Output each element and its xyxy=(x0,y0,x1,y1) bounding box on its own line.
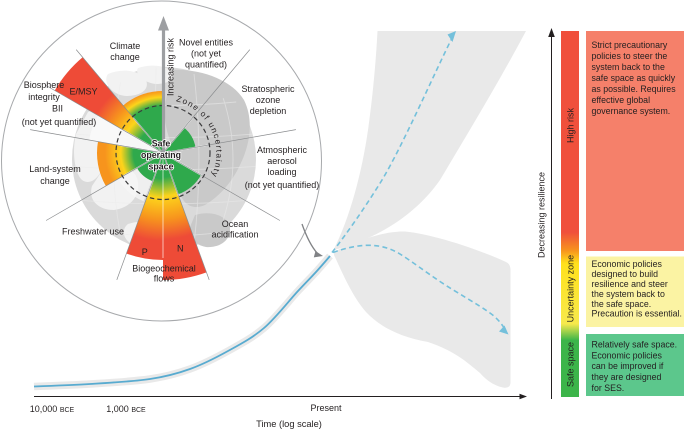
svg-text:system back to the: system back to the xyxy=(592,62,665,72)
svg-text:10,000 BCE: 10,000 BCE xyxy=(30,404,75,414)
svg-text:can be improved if: can be improved if xyxy=(592,361,664,371)
svg-text:Precaution is essential.: Precaution is essential. xyxy=(592,309,682,319)
svg-text:Climate: Climate xyxy=(110,41,141,51)
svg-text:ozone: ozone xyxy=(256,95,281,105)
svg-text:Decreasing resilience: Decreasing resilience xyxy=(537,172,547,258)
svg-text:Increasing risk: Increasing risk xyxy=(166,37,176,96)
svg-text:Economic policies: Economic policies xyxy=(592,259,663,269)
svg-text:BII: BII xyxy=(52,104,63,114)
svg-text:P: P xyxy=(142,247,148,257)
svg-text:for SES.: for SES. xyxy=(592,383,625,393)
svg-text:they are designed: they are designed xyxy=(592,372,662,382)
svg-text:acidification: acidification xyxy=(211,230,258,240)
svg-text:Safe: Safe xyxy=(152,139,171,149)
svg-text:space: space xyxy=(149,161,174,171)
svg-text:safe space as quickly: safe space as quickly xyxy=(592,73,676,83)
svg-text:Safe space: Safe space xyxy=(565,342,575,387)
svg-text:1,000 BCE: 1,000 BCE xyxy=(106,404,146,414)
svg-text:(not yet quantified): (not yet quantified) xyxy=(22,117,97,127)
svg-text:change: change xyxy=(110,52,140,62)
svg-text:depletion: depletion xyxy=(250,106,287,116)
svg-text:(not yet: (not yet xyxy=(191,49,222,59)
svg-text:flows: flows xyxy=(154,274,175,284)
svg-text:(not yet quantified): (not yet quantified) xyxy=(245,180,320,190)
svg-text:Strict precautionary: Strict precautionary xyxy=(592,40,668,50)
svg-text:as possible. Requires: as possible. Requires xyxy=(592,84,677,94)
svg-text:Biosphere: Biosphere xyxy=(24,80,65,90)
svg-text:policies to steer the: policies to steer the xyxy=(592,51,668,61)
svg-text:operating: operating xyxy=(141,150,181,160)
svg-text:the system back to: the system back to xyxy=(592,289,665,299)
svg-text:Uncertainty zone: Uncertainty zone xyxy=(565,255,575,323)
svg-text:Atmospheric: Atmospheric xyxy=(257,145,308,155)
svg-text:E/MSY: E/MSY xyxy=(69,87,97,97)
svg-text:Relatively safe space.: Relatively safe space. xyxy=(592,339,678,349)
svg-text:Economic policies: Economic policies xyxy=(592,350,663,360)
svg-text:governance system.: governance system. xyxy=(592,106,671,116)
svg-text:aerosol: aerosol xyxy=(267,156,297,166)
svg-text:the safe space.: the safe space. xyxy=(592,299,652,309)
svg-text:effective global: effective global xyxy=(592,95,651,105)
svg-text:loading: loading xyxy=(267,167,296,177)
svg-text:resilience and steer: resilience and steer xyxy=(592,279,668,289)
svg-text:integrity: integrity xyxy=(28,92,60,102)
svg-text:N: N xyxy=(177,244,184,254)
svg-text:change: change xyxy=(40,176,70,186)
svg-text:Novel entities: Novel entities xyxy=(179,38,234,48)
svg-text:Present: Present xyxy=(310,403,342,413)
svg-text:High risk: High risk xyxy=(565,108,575,144)
svg-text:Ocean: Ocean xyxy=(222,219,249,229)
svg-text:quantified): quantified) xyxy=(185,60,227,70)
svg-text:Stratospheric: Stratospheric xyxy=(241,84,295,94)
svg-text:Freshwater use: Freshwater use xyxy=(62,227,124,237)
svg-text:Biogeochemical: Biogeochemical xyxy=(132,264,196,274)
svg-text:designed to build: designed to build xyxy=(592,269,659,279)
svg-text:Time (log scale): Time (log scale) xyxy=(256,419,322,429)
svg-text:Land-system: Land-system xyxy=(29,164,81,174)
